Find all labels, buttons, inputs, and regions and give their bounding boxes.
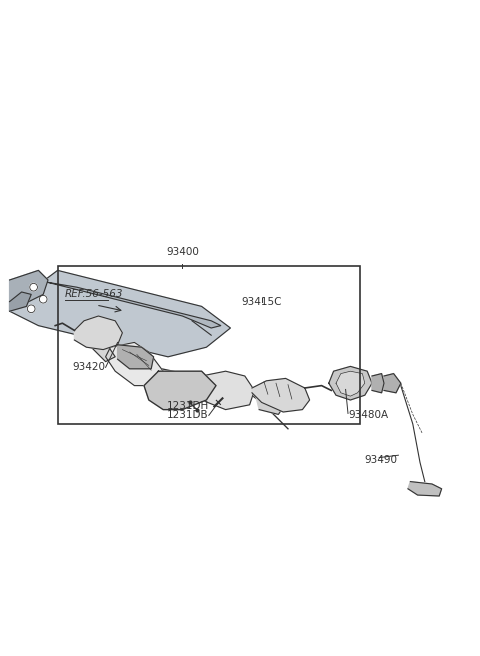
Polygon shape [106,342,163,386]
Polygon shape [10,270,48,311]
Polygon shape [10,270,230,357]
Text: 93415C: 93415C [241,297,282,307]
Polygon shape [144,371,216,409]
Polygon shape [192,371,254,409]
Polygon shape [384,374,401,393]
Polygon shape [408,482,442,496]
Circle shape [27,305,35,313]
Text: 93480A: 93480A [348,411,388,420]
Polygon shape [10,292,31,311]
Text: 1231DH: 1231DH [167,401,209,411]
Text: 93400: 93400 [166,247,199,257]
Polygon shape [336,371,365,396]
Polygon shape [48,282,221,328]
Text: 93490: 93490 [365,455,398,465]
Polygon shape [74,316,122,350]
Polygon shape [254,390,288,415]
Polygon shape [118,345,154,369]
Text: REF.56-563: REF.56-563 [65,289,123,299]
Text: 93420: 93420 [72,362,105,373]
Polygon shape [252,379,310,412]
Circle shape [30,283,37,291]
Polygon shape [329,367,372,400]
Circle shape [39,295,47,303]
Text: 1231DB: 1231DB [167,410,209,420]
Polygon shape [91,338,115,361]
Polygon shape [372,374,384,393]
